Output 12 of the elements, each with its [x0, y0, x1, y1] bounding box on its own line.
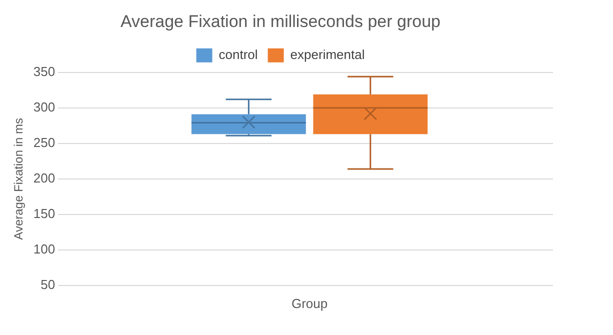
x-tick-label: Group — [291, 296, 328, 311]
y-tick-label: 350 — [33, 64, 56, 79]
y-tick-label: 100 — [33, 241, 56, 256]
chart-title: Average Fixation in milliseconds per group — [120, 12, 441, 31]
y-tick-label: 50 — [40, 276, 56, 292]
y-tick-label: 200 — [33, 170, 56, 186]
legend-label: experimental — [290, 46, 365, 62]
legend-label: control — [218, 46, 258, 62]
y-axis-title: Average Fixation in ms — [12, 118, 26, 240]
y-tick-label: 150 — [33, 206, 56, 221]
y-tick-label: 250 — [33, 134, 56, 150]
y-tick-label: 300 — [33, 99, 56, 114]
